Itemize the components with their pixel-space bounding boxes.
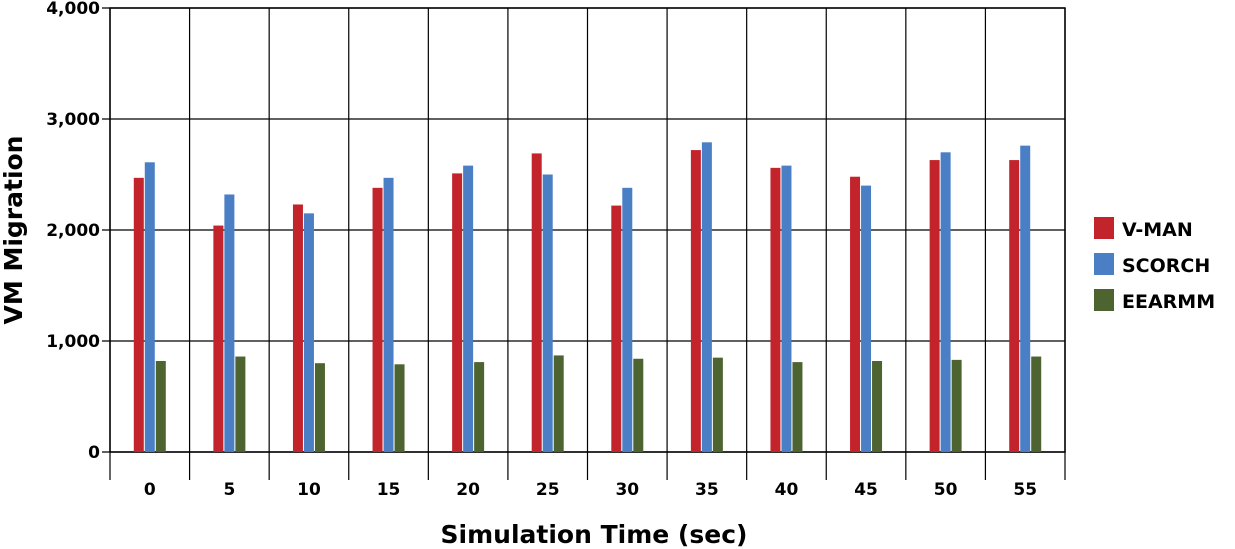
bar-eearmm-0: [155, 360, 166, 452]
bar-scorch-10: [303, 213, 314, 452]
bar-eearmm-25: [553, 355, 564, 452]
bar-v-man-25: [531, 153, 542, 452]
bar-scorch-55: [1020, 145, 1031, 452]
legend-label: EEARMM: [1122, 291, 1215, 313]
x-tick-label: 0: [144, 480, 156, 500]
bar-scorch-30: [622, 187, 633, 452]
bar-eearmm-30: [633, 358, 644, 452]
legend-swatch: [1094, 253, 1114, 275]
x-tick-label: 40: [775, 480, 799, 500]
legend-label: SCORCH: [1122, 255, 1210, 277]
x-tick-label: 10: [297, 480, 321, 500]
y-tick-label: 3,000: [46, 110, 100, 130]
bar-scorch-0: [144, 162, 155, 453]
grid: [102, 7, 1066, 480]
bar-v-man-45: [850, 176, 861, 452]
legend: V-MAN SCORCH EEARMM: [1094, 217, 1215, 313]
legend-swatch: [1094, 217, 1114, 239]
bar-eearmm-50: [951, 359, 962, 452]
x-tick-label: 50: [934, 480, 958, 500]
y-axis-title: VM Migration: [0, 136, 28, 325]
x-tick-label: 45: [854, 480, 878, 500]
x-tick-label: 5: [223, 480, 235, 500]
y-tick-label: 4,000: [46, 0, 100, 19]
bar-v-man-30: [611, 205, 622, 452]
bar-v-man-50: [929, 160, 940, 452]
bar-scorch-25: [542, 174, 553, 452]
bar-eearmm-20: [474, 362, 485, 452]
x-tick-label: 30: [615, 480, 639, 500]
bar-scorch-50: [940, 152, 951, 453]
bar-scorch-40: [781, 165, 792, 452]
x-axis-title: Simulation Time (sec): [441, 520, 748, 549]
x-tick-label: 15: [377, 480, 401, 500]
y-tick-label: 1,000: [46, 332, 100, 352]
x-axis-ticks: 0 5 10 15 20 25 30 35 40 45 50 55: [144, 480, 1037, 500]
bar-v-man-35: [690, 150, 701, 452]
legend-swatch: [1094, 289, 1114, 311]
y-tick-label: 2,000: [46, 221, 100, 241]
bar-v-man-15: [372, 187, 383, 452]
y-tick-label: 0: [88, 443, 100, 463]
bar-eearmm-15: [394, 364, 405, 452]
bar-v-man-55: [1009, 160, 1020, 452]
bar-scorch-45: [861, 185, 872, 452]
bar-scorch-5: [224, 194, 235, 453]
bar-v-man-5: [213, 225, 224, 452]
bar-eearmm-40: [792, 362, 803, 452]
x-tick-label: 35: [695, 480, 719, 500]
bar-scorch-35: [701, 142, 712, 452]
legend-label: V-MAN: [1122, 219, 1193, 241]
x-tick-label: 55: [1013, 480, 1037, 500]
bar-eearmm-55: [1031, 356, 1042, 452]
x-tick-label: 20: [456, 480, 480, 500]
bar-eearmm-35: [712, 357, 723, 452]
bar-v-man-20: [452, 173, 463, 452]
x-tick-label: 25: [536, 480, 560, 500]
bar-eearmm-10: [314, 363, 325, 452]
bar-eearmm-45: [872, 360, 883, 452]
y-axis-ticks: 0 1,000 2,000 3,000 4,000: [46, 0, 100, 463]
bar-scorch-15: [383, 177, 394, 452]
bar-scorch-20: [463, 165, 474, 452]
bar-v-man-40: [770, 167, 781, 452]
bar-v-man-10: [292, 204, 303, 452]
bar-eearmm-5: [235, 356, 246, 452]
bars: [133, 142, 1042, 453]
bar-v-man-0: [133, 177, 144, 452]
